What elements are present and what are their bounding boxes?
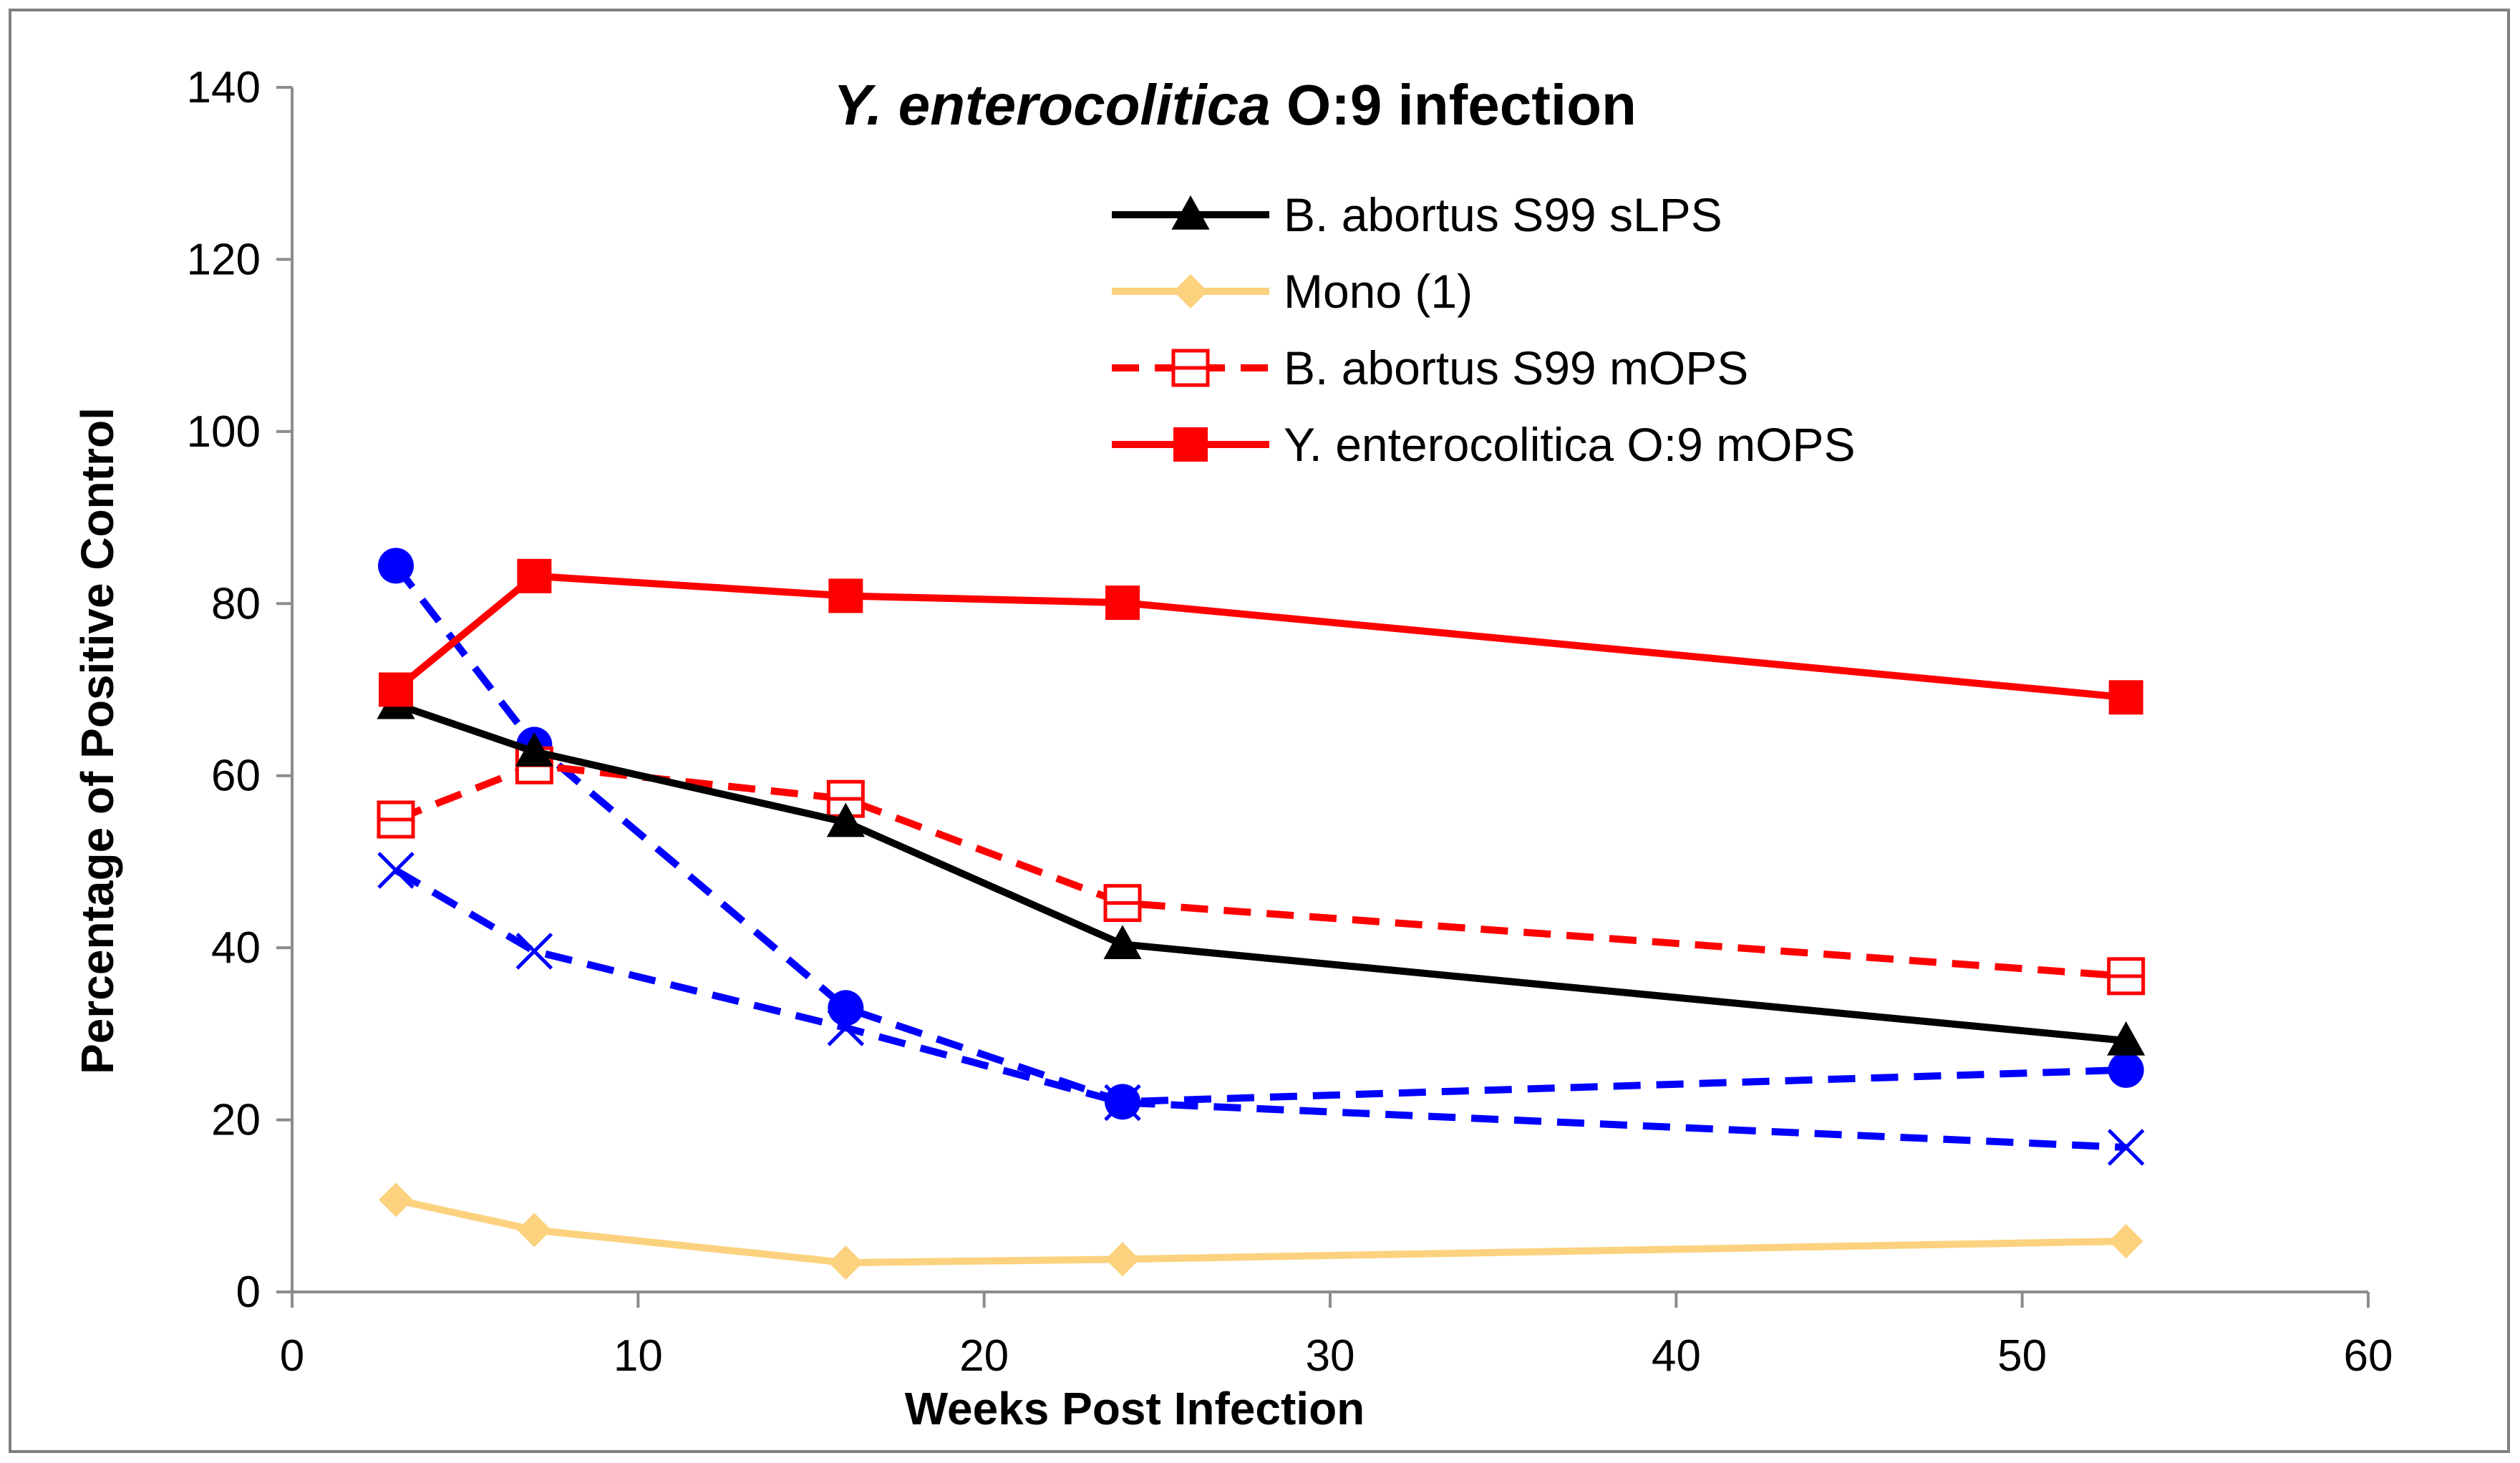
data-point-b-abortus-s99-slps bbox=[2107, 1021, 2146, 1056]
y-tick-label: 20 bbox=[211, 1096, 261, 1145]
series-line-unlabeled-x bbox=[394, 867, 2126, 1152]
legend-marker-mono-1 bbox=[1173, 274, 1208, 308]
data-point-b-abortus-s99-slps bbox=[826, 802, 865, 837]
x-tick-label: 60 bbox=[2344, 1331, 2393, 1381]
data-point-mono-1 bbox=[828, 1245, 863, 1280]
chart-title-italic: Y. enterocolitica bbox=[833, 73, 1271, 137]
y-tick-label: 120 bbox=[187, 235, 261, 284]
series-group bbox=[377, 548, 2146, 1280]
series-y-enterocolitica-o-9-mops bbox=[379, 558, 2143, 715]
data-point-b-abortus-s99-mops bbox=[2107, 957, 2146, 996]
series-mono-1 bbox=[379, 1182, 2143, 1280]
y-tick-label: 80 bbox=[211, 579, 261, 628]
series-line-b-abortus-s99-mops bbox=[394, 762, 2127, 980]
chart-frame bbox=[9, 9, 2510, 1453]
data-point-unlabeled-x bbox=[2107, 1129, 2145, 1166]
chart-title-rest: O:9 infection bbox=[1271, 73, 1637, 137]
y-tick-label: 0 bbox=[236, 1268, 261, 1317]
data-point-mono-1 bbox=[2108, 1224, 2143, 1259]
data-point-unlabeled-x-stroke-b bbox=[515, 933, 553, 970]
x-tick-label: 0 bbox=[280, 1331, 304, 1381]
data-point-mono-1 bbox=[517, 1212, 552, 1248]
legend-marker-b-abortus-s99-mops bbox=[1171, 349, 1210, 387]
legend: B. abortus S99 sLPS Mono (1) B. abortus S9… bbox=[1112, 188, 1855, 471]
series-unlabeled-circle bbox=[378, 548, 2144, 1120]
data-point-mono-1 bbox=[1105, 1242, 1140, 1277]
y-axis-title: Percentage of Positive Control bbox=[72, 407, 123, 1074]
data-point-b-abortus-s99-mops bbox=[377, 800, 415, 839]
series-line-mono-1 bbox=[394, 1196, 2126, 1267]
data-point-y-enterocolitica-o-9-mops bbox=[517, 558, 552, 593]
data-point-unlabeled-circle bbox=[378, 548, 414, 584]
data-point-y-enterocolitica-o-9-mops bbox=[379, 672, 413, 707]
data-point-mono-1 bbox=[379, 1182, 413, 1217]
series-line-unlabeled-circle bbox=[393, 563, 2126, 1106]
x-tick-label: 10 bbox=[614, 1331, 663, 1381]
chart-title: Y. enterocolitica O:9 infection bbox=[833, 73, 1637, 137]
x-tick-label: 40 bbox=[1652, 1331, 1701, 1381]
data-point-y-enterocolitica-o-9-mops bbox=[1105, 585, 1140, 621]
legend-label-mono-1: Mono (1) bbox=[1284, 265, 1473, 318]
y-tick-label: 60 bbox=[211, 752, 261, 801]
data-point-unlabeled-x-stroke-b bbox=[377, 852, 415, 889]
data-point-unlabeled-circle bbox=[2108, 1051, 2144, 1088]
legend-label-y-enterocolitica-o-9-mops: Y. enterocolitica O:9 mOPS bbox=[1284, 418, 1855, 471]
x-tick-label: 30 bbox=[1306, 1331, 1355, 1381]
data-point-unlabeled-x-stroke-b bbox=[2107, 1129, 2145, 1166]
y-tick-label: 140 bbox=[187, 63, 261, 112]
x-tick-label: 20 bbox=[959, 1331, 1009, 1381]
data-point-b-abortus-s99-slps bbox=[515, 732, 553, 767]
y-tick-label: 40 bbox=[211, 923, 261, 973]
legend-item-b-abortus-s99-slps: B. abortus S99 sLPS bbox=[1112, 188, 1722, 241]
series-line-y-enterocolitica-o-9-mops bbox=[393, 572, 2127, 701]
data-point-unlabeled-x bbox=[377, 852, 415, 889]
legend-marker-b-abortus-s99-slps bbox=[1171, 195, 1210, 230]
data-point-unlabeled-circle bbox=[1105, 1084, 1140, 1120]
axes: 0 20 40 60 80 100 120 140 0 10 20 30 40 50 60 bbox=[187, 63, 2393, 1381]
legend-label-b-abortus-s99-slps: B. abortus S99 sLPS bbox=[1284, 188, 1722, 241]
data-point-b-abortus-s99-slps bbox=[1103, 925, 1142, 960]
y-tick-label: 100 bbox=[187, 407, 261, 457]
data-point-y-enterocolitica-o-9-mops bbox=[2108, 680, 2143, 715]
legend-item-mono-1: Mono (1) bbox=[1112, 265, 1473, 318]
series-line-b-abortus-s99-slps bbox=[394, 701, 2127, 1044]
legend-label-b-abortus-s99-mops: B. abortus S99 mOPS bbox=[1284, 341, 1748, 394]
data-point-b-abortus-s99-mops bbox=[1103, 884, 1142, 923]
x-axis-title: Weeks Post Infection bbox=[905, 1383, 1365, 1434]
legend-marker-y-enterocolitica-o-9-mops bbox=[1173, 427, 1208, 462]
data-point-y-enterocolitica-o-9-mops bbox=[828, 578, 863, 613]
series-unlabeled-x bbox=[377, 852, 2145, 1166]
x-tick-label: 50 bbox=[1997, 1331, 2047, 1381]
data-point-unlabeled-circle bbox=[828, 990, 864, 1026]
series-b-abortus-s99-slps bbox=[377, 684, 2146, 1056]
legend-item-b-abortus-s99-mops: B. abortus S99 mOPS bbox=[1112, 341, 1748, 394]
legend-item-y-enterocolitica-o-9-mops: Y. enterocolitica O:9 mOPS bbox=[1112, 418, 1855, 471]
data-point-unlabeled-x bbox=[515, 933, 553, 970]
